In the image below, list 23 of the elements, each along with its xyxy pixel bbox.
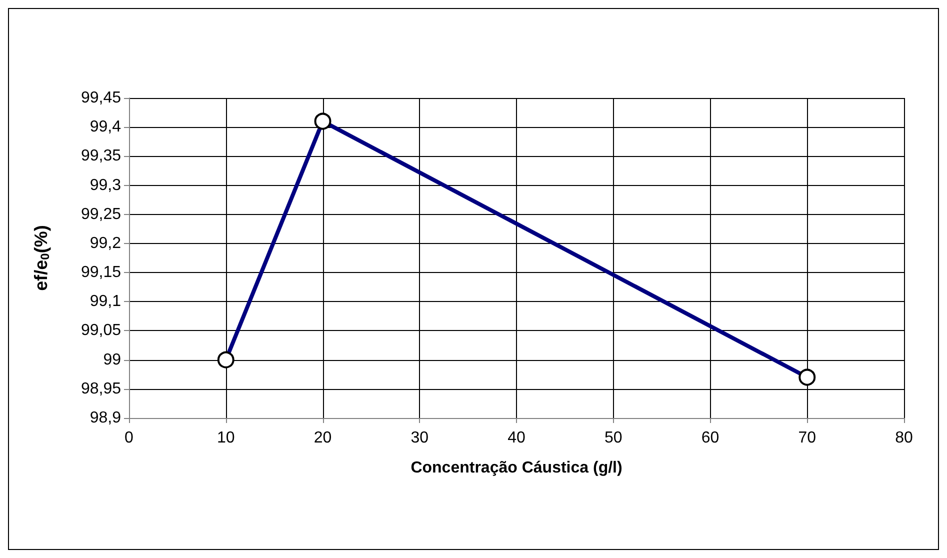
- y-tick-label: 99,35: [80, 148, 122, 165]
- y-tick-label: 98,95: [80, 380, 122, 398]
- y-tick-label: 99,05: [80, 322, 122, 340]
- x-tick-label: 10: [216, 430, 235, 446]
- x-axis-title: Concentração Cáustica (g/l): [410, 460, 622, 476]
- x-tick-label: 30: [410, 430, 429, 446]
- y-tick-label: 98,9: [90, 410, 122, 426]
- y-tick-label: 99,3: [90, 176, 122, 194]
- x-tick-label: 60: [701, 430, 720, 446]
- y-tick-label: 99,1: [90, 293, 122, 310]
- y-tick-label: 99,2: [90, 234, 122, 252]
- x-tick-label: 40: [508, 430, 526, 446]
- x-tick-label: 80: [895, 430, 913, 446]
- y-axis-title: ef/e0(%): [31, 225, 52, 291]
- x-tick-label: 20: [314, 430, 332, 446]
- y-tick-label: 99,25: [80, 206, 122, 223]
- y-tick-label: 99,4: [90, 118, 122, 136]
- y-tick-label: 99,45: [80, 90, 122, 106]
- y-tick-label: 99,15: [80, 264, 122, 282]
- x-tick-label: 50: [604, 430, 622, 446]
- x-tick-label: 0: [124, 430, 134, 446]
- y-tick-label: 99: [103, 351, 122, 368]
- x-tick-label: 70: [798, 430, 816, 446]
